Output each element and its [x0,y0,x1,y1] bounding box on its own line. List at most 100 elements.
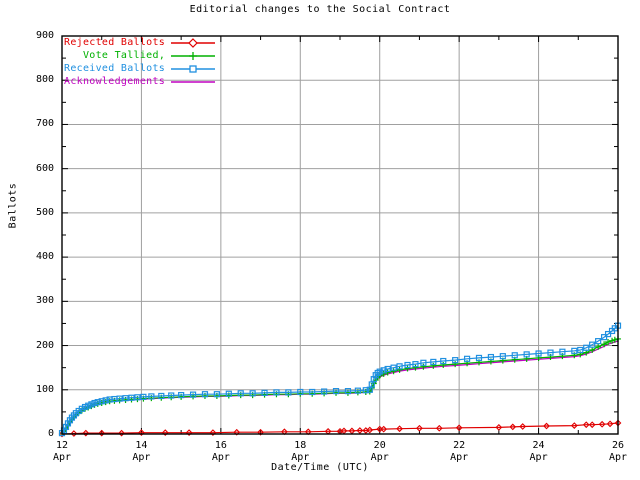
x-tick-month: Apr [370,452,389,463]
legend-sample-marker [189,51,198,60]
data-point [91,399,98,407]
x-tick-day: 18 [294,440,307,451]
legend-label: Rejected Ballots [64,37,166,48]
data-point [185,429,193,437]
data-point [209,429,217,437]
x-tick-month: Apr [211,452,230,463]
x-tick-day: 16 [214,440,227,451]
data-point [134,394,141,401]
data-point [487,353,495,361]
series-acknowledgements [61,340,619,435]
y-tick-label: 600 [35,162,54,174]
data-point [362,387,369,394]
data-point [138,429,145,437]
data-point [309,388,316,396]
legend-item: Rejected Ballots [64,36,217,49]
data-point [582,421,590,429]
data-point [416,424,423,432]
data-point [98,398,105,405]
y-tick-label: 800 [35,74,54,86]
data-point [396,425,403,433]
data-point [122,395,129,402]
x-tick-month: Apr [52,452,72,463]
data-point [455,424,463,432]
data-point [118,429,125,437]
y-axis-label: Ballots [7,182,19,229]
data-point [605,339,612,346]
data-point [499,353,506,360]
data-point [589,341,596,348]
data-point [321,388,328,395]
grid-lines [62,35,618,434]
data-point [384,365,391,373]
data-point [213,391,220,398]
legend-sample-marker [188,37,198,48]
data-point [430,358,437,366]
data-point [396,363,403,370]
data-point [412,364,419,371]
x-tick-day: 24 [532,440,545,451]
x-tick-month: Apr [450,452,469,463]
x-tick-month: Apr [529,452,548,463]
data-point [390,368,397,375]
series-line [61,325,619,434]
data-point [420,359,427,366]
data-point [435,424,443,432]
data-point [412,361,419,368]
data-point [189,391,197,398]
data-point [509,423,517,431]
x-tick-day: 20 [373,440,386,451]
data-point [128,394,135,401]
x-tick-month: Apr [132,452,151,463]
series-received-ballots [58,322,622,437]
data-point [237,390,244,397]
data-point [380,367,387,374]
data-point [588,421,596,429]
data-point [440,357,447,365]
legend-sample-marker [189,64,197,73]
data-point [201,391,209,398]
data-point [297,388,304,396]
y-tick-label: 500 [35,206,54,218]
data-point [495,423,503,431]
data-point [577,346,584,354]
data-point [595,338,602,345]
data-point [390,364,397,371]
data-point [257,428,264,436]
y-tick-label: 200 [35,339,54,351]
data-point [98,429,106,437]
data-point [332,388,340,395]
data-point [452,357,459,364]
legend-item: Received Ballots [64,62,217,75]
x-tick-day: 26 [611,440,625,451]
x-tick-label: 12 Apr [32,440,92,464]
data-point [589,346,596,353]
legend-label: Received Ballots [64,63,166,74]
x-tick-label: 26 Apr [588,440,640,464]
data-point [547,349,554,356]
data-point [463,355,471,362]
y-tick-label: 0 [47,428,54,439]
data-point [70,430,78,437]
axis-ticks [61,35,619,435]
data-point [606,420,614,428]
series-line [61,340,619,435]
data-point [404,361,411,369]
legend-sample [171,80,216,83]
data-point [598,420,606,428]
data-point [571,347,578,354]
x-axis-label: Date/Time (UTC) [271,462,369,473]
data-point [168,392,175,399]
data-point [511,352,518,359]
x-tick-day: 22 [453,440,466,451]
data-point [519,423,527,430]
data-point [475,354,483,362]
data-point [261,389,268,396]
data-point [85,402,92,409]
y-tick-label: 400 [35,251,54,263]
data-point [102,397,109,404]
data-point [380,425,388,433]
data-point [535,350,542,357]
legend-sample [171,37,216,48]
data-point [233,428,241,436]
